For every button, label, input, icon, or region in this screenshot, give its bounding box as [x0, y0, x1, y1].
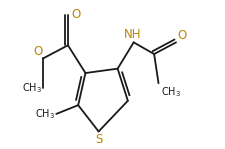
- Text: O: O: [33, 45, 42, 58]
- Text: O: O: [72, 8, 81, 21]
- Text: CH$_3$: CH$_3$: [35, 107, 55, 121]
- Text: CH$_3$: CH$_3$: [161, 85, 181, 98]
- Text: S: S: [95, 133, 102, 146]
- Text: NH: NH: [124, 28, 141, 41]
- Text: O: O: [178, 29, 187, 42]
- Text: CH$_3$: CH$_3$: [22, 81, 42, 95]
